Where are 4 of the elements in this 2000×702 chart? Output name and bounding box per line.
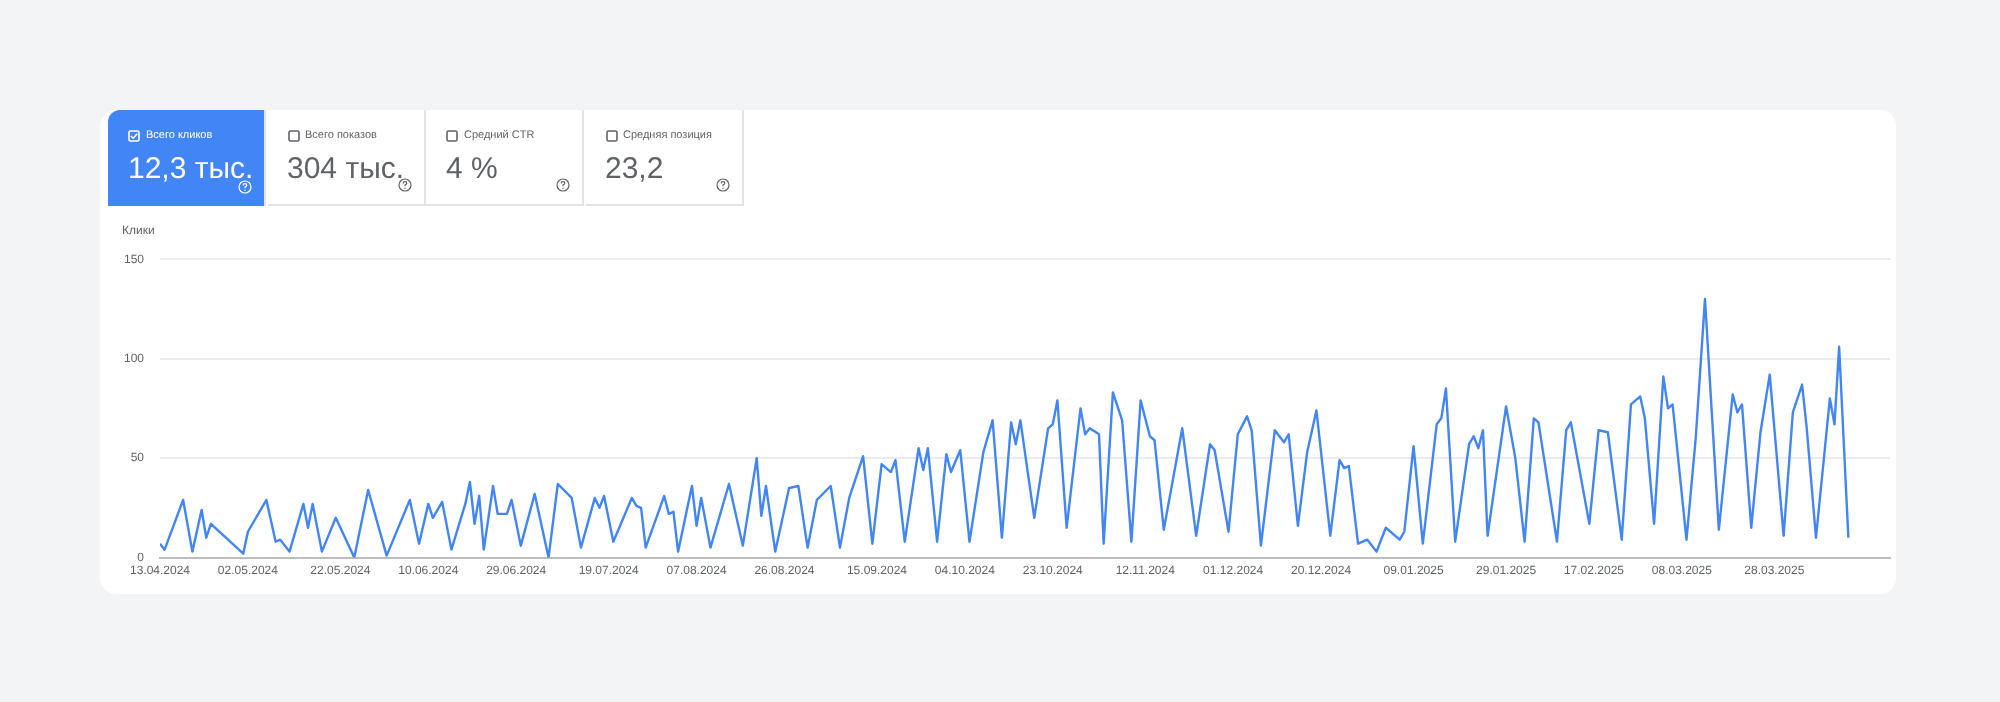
text: 12,3 тыс. <box>128 152 254 188</box>
text: 23,2 <box>605 152 664 188</box>
text: 304 тыс. <box>287 152 405 188</box>
text: 4 % <box>446 152 498 188</box>
